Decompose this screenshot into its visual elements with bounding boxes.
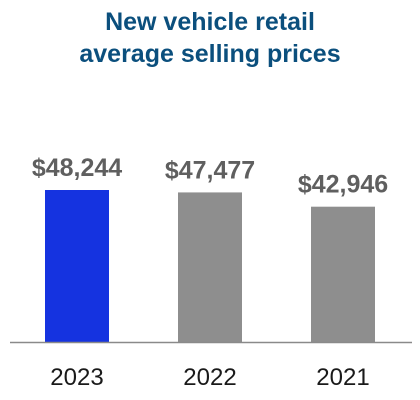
data-label-2021: $42,946 <box>298 171 388 199</box>
bar-2023 <box>45 190 109 342</box>
tick-labels-group: 2023 2022 2021 <box>50 364 369 391</box>
tick-label-2022: 2022 <box>183 364 236 391</box>
bar-2022 <box>178 192 242 342</box>
chart-title-line-1: New vehicle retail <box>105 8 315 36</box>
tick-label-2021: 2021 <box>316 364 369 391</box>
tick-label-2023: 2023 <box>50 364 103 391</box>
bars-group <box>45 190 375 342</box>
chart-title: New vehicle retail average selling price… <box>0 6 420 70</box>
data-label-2022: $47,477 <box>165 156 255 184</box>
chart-title-line-2: average selling prices <box>79 40 341 68</box>
data-labels-group: $48,244 $47,477 $42,946 <box>32 154 388 199</box>
bar-2021 <box>311 206 375 342</box>
data-label-2023: $48,244 <box>32 154 122 182</box>
